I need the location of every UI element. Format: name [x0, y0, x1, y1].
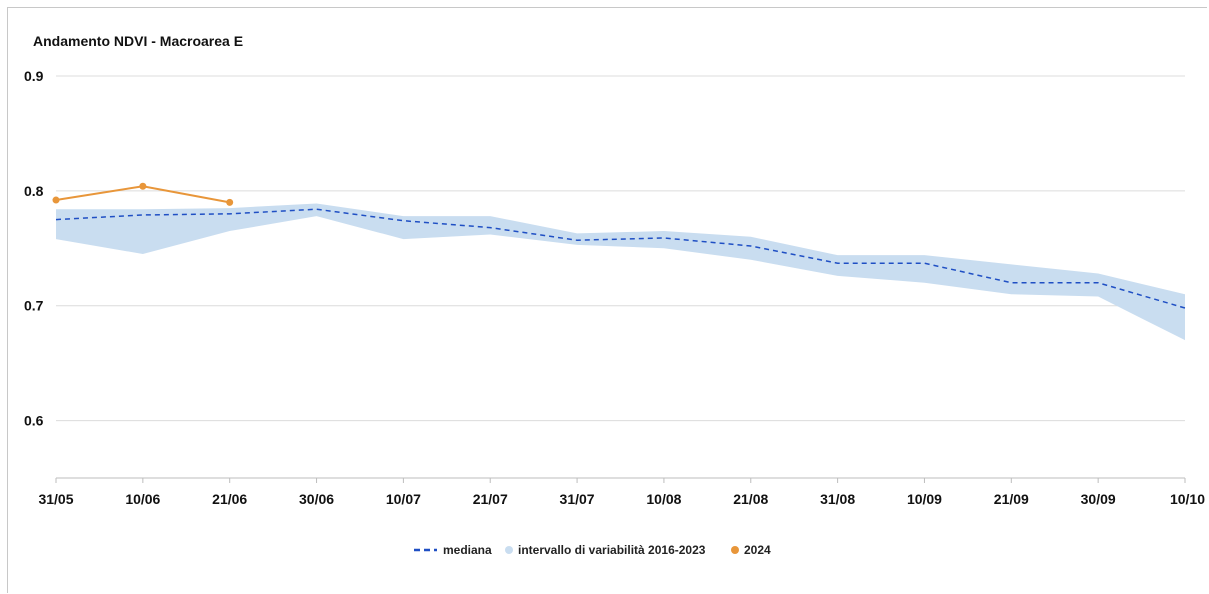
x-tick-label: 31/08: [820, 491, 855, 507]
x-tick-label: 10/09: [907, 491, 942, 507]
x-tick-label: 10/07: [386, 491, 421, 507]
x-tick-label: 10/10: [1170, 491, 1205, 507]
series-2024-point: [139, 182, 147, 190]
legend-label-mediana: mediana: [443, 543, 492, 557]
legend: mediana intervallo di variabilità 2016-20…: [414, 543, 771, 557]
y-tick-label: 0.6: [24, 413, 44, 429]
legend-swatch-2024: [731, 546, 739, 554]
variability-band-layer: [56, 203, 1185, 341]
x-tick-label: 10/06: [125, 491, 160, 507]
chart-title: Andamento NDVI - Macroarea E: [33, 33, 243, 49]
x-tick-label: 21/07: [473, 491, 508, 507]
chart-frame: [7, 7, 1207, 593]
y-tick-label: 0.7: [24, 298, 44, 314]
median-line: [55, 208, 1186, 309]
x-tick-label: 21/06: [212, 491, 247, 507]
legend-swatch-intervallo: [505, 546, 513, 554]
y-tick-label: 0.8: [24, 183, 44, 199]
x-tick-label: 10/08: [646, 491, 681, 507]
x-tick-label: 21/08: [733, 491, 768, 507]
x-tick-label: 21/09: [994, 491, 1029, 507]
x-tick-label: 31/07: [560, 491, 595, 507]
legend-label-2024: 2024: [744, 543, 771, 557]
median-line-layer: [55, 208, 1186, 309]
series-2024-layer: [52, 182, 234, 206]
axis-layer: 0.6 0.7 0.8 0.9 31/05 10/06 21/06 30/06 10/07 21/…: [24, 68, 1205, 507]
x-tick-label: 30/09: [1081, 491, 1116, 507]
x-tick-label: 31/05: [38, 491, 73, 507]
variability-band-area: [56, 203, 1185, 341]
grid-layer: [56, 75, 1185, 422]
series-2024-point: [52, 196, 60, 204]
y-tick-label: 0.9: [24, 68, 44, 84]
x-tick-label: 30/06: [299, 491, 334, 507]
legend-label-intervallo: intervallo di variabilità 2016-2023: [518, 543, 706, 557]
series-2024-point: [226, 198, 234, 206]
